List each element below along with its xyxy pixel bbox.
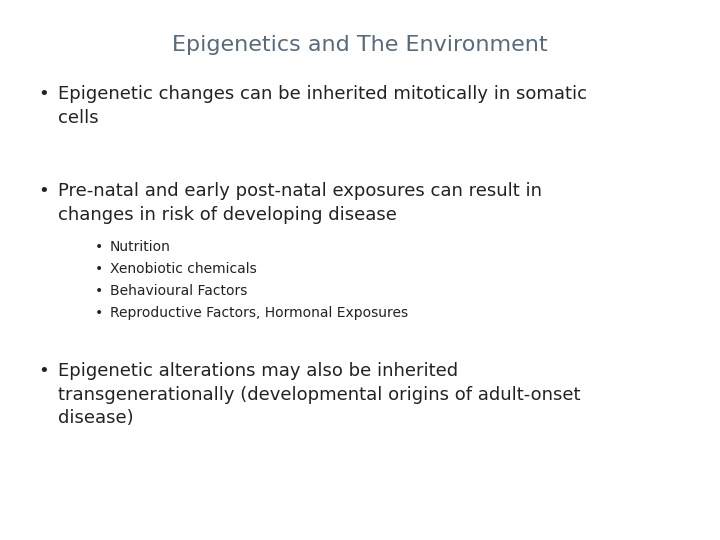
Text: Nutrition: Nutrition xyxy=(110,240,171,254)
Text: Epigenetic changes can be inherited mitotically in somatic
cells: Epigenetic changes can be inherited mito… xyxy=(58,85,587,126)
Text: •: • xyxy=(38,182,49,200)
Text: Pre-natal and early post-natal exposures can result in
changes in risk of develo: Pre-natal and early post-natal exposures… xyxy=(58,182,542,224)
Text: Xenobiotic chemicals: Xenobiotic chemicals xyxy=(110,262,257,276)
Text: •: • xyxy=(95,306,103,320)
Text: •: • xyxy=(95,240,103,254)
Text: •: • xyxy=(95,284,103,298)
Text: Reproductive Factors, Hormonal Exposures: Reproductive Factors, Hormonal Exposures xyxy=(110,306,408,320)
Text: •: • xyxy=(95,262,103,276)
Text: Epigenetics and The Environment: Epigenetics and The Environment xyxy=(172,35,548,55)
Text: Epigenetic alterations may also be inherited
transgenerationally (developmental : Epigenetic alterations may also be inher… xyxy=(58,362,580,427)
Text: •: • xyxy=(38,362,49,380)
Text: Behavioural Factors: Behavioural Factors xyxy=(110,284,248,298)
Text: •: • xyxy=(38,85,49,103)
